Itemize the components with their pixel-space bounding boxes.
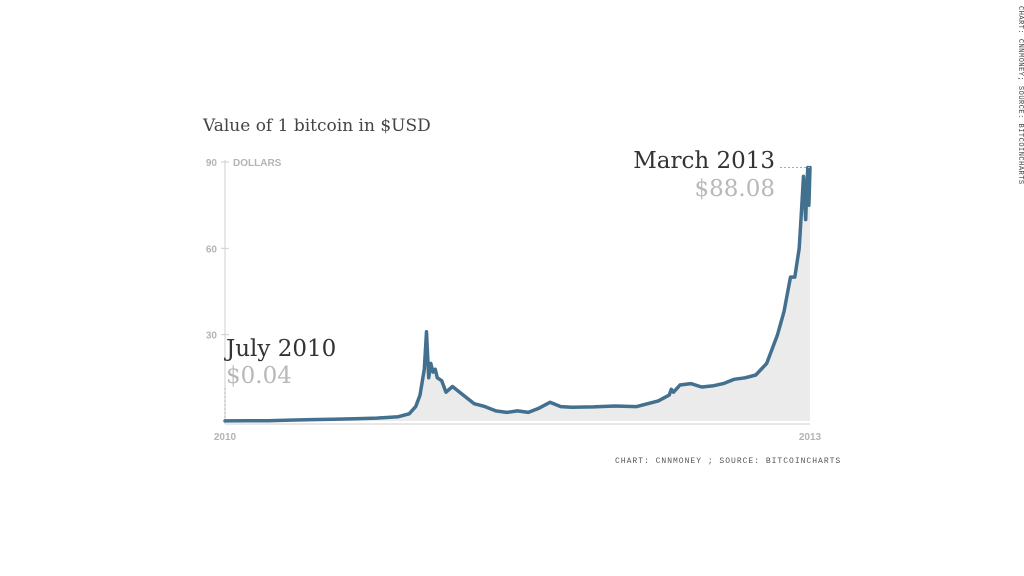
y-tick-label: 30 — [206, 331, 218, 342]
end-annotation-value: $88.08 — [695, 176, 775, 202]
x-tick-label-start: 2010 — [214, 432, 237, 443]
y-tick-label: 90 — [206, 158, 218, 169]
y-axis-unit-label: DOLLARS — [233, 158, 282, 169]
chart-title: Value of 1 bitcoin in $USD — [203, 116, 431, 136]
price-area-fill — [225, 167, 810, 421]
side-chart-credit: CHART: CNNMONEY; SOURCE: BITCOINCHARTS — [1016, 6, 1024, 185]
start-annotation-value: $0.04 — [226, 363, 292, 389]
y-tick-label: 60 — [206, 244, 218, 255]
price-series-line — [223, 165, 812, 423]
x-tick-label-end: 2013 — [799, 432, 822, 443]
start-annotation-date: July 2010 — [224, 336, 336, 362]
chart-credit: CHART: CNNMONEY ; SOURCE: BITCOINCHARTS — [615, 457, 842, 466]
end-annotation-date: March 2013 — [633, 148, 775, 174]
